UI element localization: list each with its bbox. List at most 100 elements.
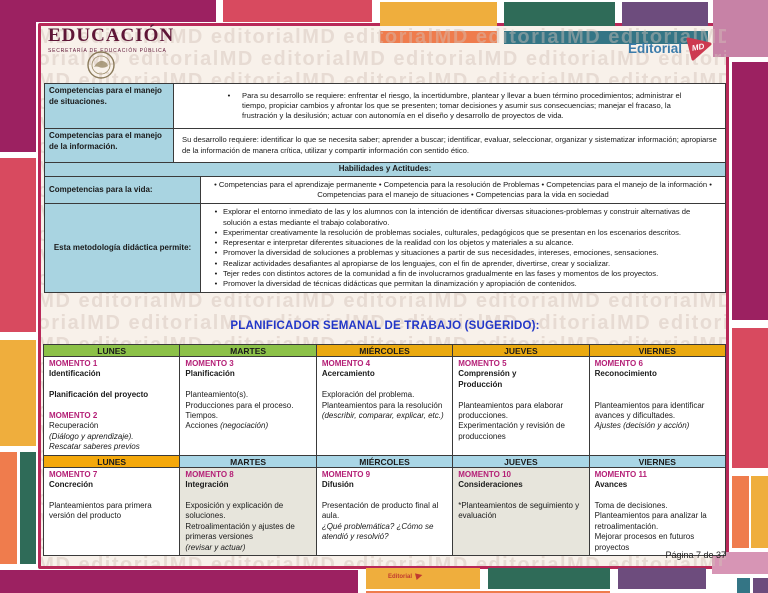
bullet-icon: • xyxy=(214,279,218,289)
momento-label: MOMENTO 4 xyxy=(321,359,371,368)
planner-cell-line: Reconocimiento xyxy=(594,369,657,379)
row-label-metodologia: Esta metodología didáctica permite: xyxy=(44,203,201,294)
row-body-manejo-situaciones: • Para su desarrollo se requiere: enfren… xyxy=(173,83,726,129)
planner-day-header-row: LUNES MARTES MIÉRCOLES JUEVES VIERNES xyxy=(43,454,727,468)
planner-cell-line: (revisar y actuar) xyxy=(185,542,246,552)
metodologia-bullets: • Explorar el entorno inmediato de las y … xyxy=(200,203,726,294)
planner-cell-line: Planteamientos para identificar avances … xyxy=(594,400,705,421)
planner-cell-line: Rescatar saberes previos xyxy=(49,442,140,452)
planner-cell-line: Mejorar procesos en futuros proyectos xyxy=(594,532,695,552)
planner-cell: MOMENTO 5 Comprensión y Producción Plantea… xyxy=(452,356,590,456)
planner-cell-line: Acciones (negociación) xyxy=(185,421,269,431)
planner-table: LUNES MARTES MIÉRCOLES JUEVES VIERNES MOMENTO… xyxy=(43,344,727,556)
border-tile xyxy=(504,2,615,26)
habilidades-header: Habilidades y Actitudes: xyxy=(44,162,726,177)
border-tile xyxy=(488,568,610,589)
table-row: Habilidades y Actitudes: xyxy=(44,162,726,177)
planner-cell-line: Toma de decisiones. xyxy=(594,500,668,510)
bullet-icon: • xyxy=(227,90,231,100)
planner-cell-line: Exposición y explicación de soluciones. xyxy=(185,500,284,521)
border-tile xyxy=(0,452,17,564)
planner-cell-line: Planteamientos para analizar la retroali… xyxy=(594,511,707,531)
row-label-manejo-informacion: Competencias para el manejo de la inform… xyxy=(44,128,174,163)
row-label-competencias-vida: Competencias para la vida: xyxy=(44,175,201,205)
planner-cell-line: (describir, comparar, explicar, etc.) xyxy=(321,411,444,421)
border-tile xyxy=(622,2,708,26)
momento-label: MOMENTO 10 xyxy=(458,469,511,479)
border-tile xyxy=(380,2,497,26)
table-row: Competencias para el manejo de situacion… xyxy=(44,83,726,129)
bullet-icon: • xyxy=(214,258,218,268)
momento-label: MOMENTO 1 xyxy=(49,359,98,368)
planner-cell-line xyxy=(185,380,310,390)
border-tile xyxy=(0,22,36,152)
planner-cell-line: Comprensión y xyxy=(458,369,517,379)
planner-title: PLANIFICADOR SEMANAL DE TRABAJO (SUGERID… xyxy=(230,320,540,332)
metodologia-bullet-item: • Explorar el entorno inmediato de las y … xyxy=(209,207,717,228)
bullet-icon: • xyxy=(214,207,218,217)
planner-cell: MOMENTO 11 Avances Toma de decisiones. Pla… xyxy=(588,466,727,556)
border-tile xyxy=(0,158,36,332)
planner-cell-line: Planteamientos para elaborar produccione… xyxy=(458,400,564,421)
border-tile xyxy=(751,476,768,548)
planner-cell-line: Exploración del problema. xyxy=(321,390,415,400)
competencias-table: Competencias para el manejo de situacion… xyxy=(44,83,726,294)
planner-cell-line: Avances xyxy=(594,480,628,490)
planner-cell-line xyxy=(595,490,720,500)
bullet-icon: • xyxy=(214,248,218,258)
border-tile xyxy=(732,328,768,468)
planner-cell-line: Identificación xyxy=(49,369,101,379)
bullet-icon: • xyxy=(214,227,218,237)
momento-label: MOMENTO 3 xyxy=(185,359,234,368)
row-label-manejo-situaciones: Competencias para el manejo de situacion… xyxy=(44,83,174,129)
planner-cell-line: Planificación xyxy=(185,369,235,379)
svg-text:MD: MD xyxy=(691,42,705,53)
border-tile xyxy=(732,476,749,548)
planner-cell-line xyxy=(49,401,174,411)
editorialmd-badge-icon: MD xyxy=(686,37,712,61)
bullet-text: Explorar el entorno inmediato de las y l… xyxy=(223,207,691,227)
planner-cell-line: Planteamientos para primera versión del … xyxy=(49,500,152,521)
border-tile xyxy=(712,552,768,574)
border-tile xyxy=(366,591,610,593)
border-tile xyxy=(366,568,480,589)
planner-cell: MOMENTO 3 Planificación Planteamiento(s).… xyxy=(179,356,317,456)
planner-cell-line xyxy=(49,380,174,390)
border-tile xyxy=(753,578,768,593)
border-tile xyxy=(223,0,372,22)
planner-cell-line: Consideraciones xyxy=(458,480,523,490)
momento-label: MOMENTO 11 xyxy=(594,469,647,479)
border-tile xyxy=(0,570,358,593)
educacion-wordmark: EDUCACIÓN xyxy=(48,25,175,46)
planner-cell-line: *Planteamientos de seguimiento y evaluac… xyxy=(458,500,580,521)
momento-label: MOMENTO 5 xyxy=(458,359,507,368)
metodologia-bullet-item: • Experimentar creativamente la resolució… xyxy=(209,228,717,238)
planner-cell-line: Planteamientos para la resolución xyxy=(321,400,443,410)
border-tile xyxy=(732,62,768,320)
metodologia-bullet-item: • Realizar actividades desafiantes al apr… xyxy=(209,259,717,269)
planner-cell-line: Producción xyxy=(458,379,503,389)
metodologia-bullet-item: • Tejer redes con distintos actores de la… xyxy=(209,269,717,279)
border-tile xyxy=(0,0,216,22)
momento-label: MOMENTO 8 xyxy=(185,469,234,479)
planner-cell: MOMENTO 10 Consideraciones *Planteamiento… xyxy=(452,466,590,556)
border-tile xyxy=(737,578,750,593)
planner-cell-line: Acercamiento xyxy=(321,369,375,379)
border-tile xyxy=(713,0,768,57)
planner-cell-line xyxy=(595,380,720,390)
planner-cell-line: Planificación del proyecto xyxy=(49,390,149,400)
planner-cell-line: Ajustes (decisión y acción) xyxy=(594,421,690,431)
editorialmd-mini-logo: Editorial xyxy=(388,572,423,581)
row-body-competencias-vida: • Competencias para el aprendizaje perma… xyxy=(200,175,726,205)
planner-cell-line xyxy=(458,390,583,400)
page-number: Página 7 de 37 xyxy=(665,550,726,560)
planner-cell-line xyxy=(458,490,583,500)
border-tile xyxy=(618,568,706,589)
planner-cell-line: Planteamiento(s). xyxy=(185,390,249,400)
metodologia-bullet-item: • Promover la diversidad de técnicas didá… xyxy=(209,279,717,289)
bullet-text: Experimentar creativamente la resolución… xyxy=(223,227,681,237)
planner-cell: MOMENTO 4 Acercamiento Exploración del pr… xyxy=(315,356,454,456)
educacion-subtitle: SECRETARÍA DE EDUCACIÓN PÚBLICA xyxy=(48,48,167,54)
editorialmd-name: Editorial xyxy=(628,41,683,56)
planner-cell-line: (Diálogo y aprendizaje). xyxy=(49,431,134,441)
